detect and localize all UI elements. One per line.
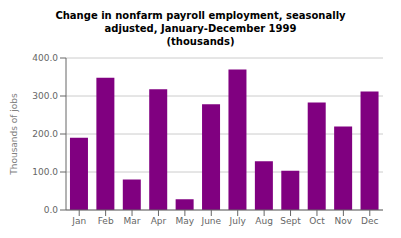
svg-text:Aug: Aug [255, 216, 273, 226]
html-text:(thousands): (thousands) [166, 36, 235, 47]
svg-text:Sept: Sept [280, 216, 301, 226]
svg-text:May: May [176, 216, 195, 226]
svg-text:400.0: 400.0 [32, 53, 58, 63]
svg-text:0.0: 0.0 [44, 205, 59, 215]
svg-text:100.0: 100.0 [32, 167, 58, 177]
html-text:adjusted, January-December 199: adjusted, January-December 1999 [104, 23, 297, 34]
svg-text:Thousands of jobs: Thousands of jobs [9, 93, 19, 176]
svg-text:Oct: Oct [309, 216, 325, 226]
svg-text:Nov: Nov [335, 216, 353, 226]
svg-text:June: June [200, 216, 221, 226]
svg-text:July: July [229, 216, 247, 226]
svg-text:Feb: Feb [98, 216, 114, 226]
svg-text:Dec: Dec [361, 216, 378, 226]
svg-text:Jan: Jan [71, 216, 86, 226]
svg-text:200.0: 200.0 [32, 129, 58, 139]
html-text:Change in nonfarm payroll empl: Change in nonfarm payroll employment, se… [55, 10, 346, 21]
svg-text:Mar: Mar [124, 216, 141, 226]
svg-text:300.0: 300.0 [32, 91, 58, 101]
svg-text:Apr: Apr [151, 216, 167, 226]
